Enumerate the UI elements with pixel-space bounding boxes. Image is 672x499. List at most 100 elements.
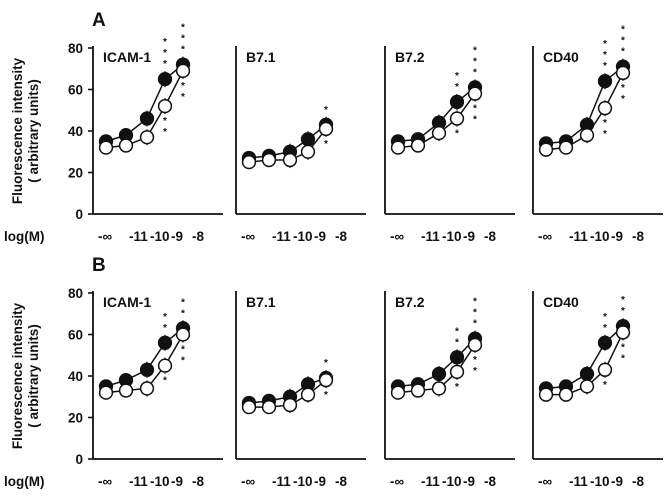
data-point-open: [449, 364, 465, 380]
significance-star: *: [324, 105, 328, 116]
x-tick-label: -8: [632, 474, 644, 489]
data-point-open: [261, 399, 277, 415]
data-point-open: [431, 381, 447, 396]
y-tick-label: 60: [68, 328, 83, 343]
significance-star: *: [181, 92, 185, 103]
significance-star: *: [621, 342, 625, 353]
significance-star: *: [621, 25, 625, 36]
significance-star: *: [181, 297, 185, 308]
x-tick-label: -∞: [390, 229, 404, 244]
subplot-title: CD40: [543, 294, 579, 310]
data-point-open: [241, 154, 257, 170]
data-point-open: [175, 63, 191, 78]
significance-star: *: [163, 127, 167, 138]
significance-star: *: [163, 48, 167, 59]
data-point-open: [538, 387, 554, 402]
significance-star: *: [603, 39, 607, 50]
significance-star: *: [473, 115, 477, 126]
subplot-title: B7.2: [395, 294, 425, 310]
significance-star: *: [163, 116, 167, 127]
data-point-filled: [139, 111, 155, 126]
subplot-title: CD40: [543, 49, 579, 65]
x-tick-label: -9: [611, 474, 623, 489]
data-point-open: [98, 140, 114, 155]
data-point-open: [558, 140, 574, 155]
data-point-open: [139, 130, 155, 145]
subplot-title: B7.1: [246, 49, 276, 65]
significance-star: *: [324, 358, 328, 369]
data-point-filled: [597, 74, 613, 89]
x-tick-label: -10: [293, 474, 313, 489]
significance-star: *: [621, 83, 625, 94]
y-axis-label-line: ( arbitrary units): [26, 79, 41, 183]
y-tick-label: 0: [75, 452, 83, 467]
significance-star: *: [473, 67, 477, 78]
significance-star: *: [324, 390, 328, 401]
y-axis-label-line: Fluorescence intensity: [10, 57, 25, 204]
y-tick-label: 20: [68, 411, 83, 426]
y-axis-label-line: ( arbitrary units): [26, 324, 41, 428]
data-point-open: [157, 98, 173, 114]
y-tick-label: 80: [68, 41, 83, 56]
subplot-title: B7.1: [246, 294, 276, 310]
significance-star: *: [473, 366, 477, 377]
y-tick-label: 0: [75, 207, 83, 222]
y-axis-label: Fluorescence intensity( arbitrary units): [10, 302, 41, 449]
significance-star: *: [473, 308, 477, 319]
x-tick-label: -8: [632, 229, 644, 244]
x-tick-label: -11: [569, 474, 588, 489]
x-axis-label: log(M): [4, 229, 44, 244]
x-tick-label: -8: [484, 474, 496, 489]
panel-label: A: [92, 10, 106, 31]
x-tick-label: -∞: [390, 474, 404, 489]
data-point-open: [318, 373, 334, 388]
data-point-open: [139, 381, 155, 396]
panel-label: B: [92, 255, 106, 276]
x-tick-label: -10: [442, 229, 462, 244]
data-point-open: [597, 101, 613, 116]
data-point-filled: [449, 94, 465, 110]
y-tick-label: 80: [68, 286, 83, 301]
x-tick-label: -11: [569, 229, 588, 244]
x-tick-label: -8: [335, 474, 347, 489]
x-tick-label: -10: [590, 474, 610, 489]
significance-star: *: [181, 45, 185, 56]
significance-star: *: [163, 323, 167, 334]
significance-star: *: [603, 129, 607, 140]
subplot-title: ICAM-1: [103, 294, 151, 310]
significance-star: *: [455, 82, 459, 93]
data-point-open: [261, 152, 277, 168]
data-point-open: [431, 125, 447, 141]
x-tick-label: -11: [272, 474, 291, 489]
significance-star: *: [181, 23, 185, 34]
x-tick-label: -9: [314, 229, 326, 244]
x-tick-label: -10: [150, 229, 170, 244]
data-point-open: [282, 397, 298, 413]
data-point-open: [579, 379, 595, 394]
x-tick-label: -∞: [538, 229, 552, 244]
subplot-title: B7.2: [395, 49, 425, 65]
significance-star: *: [181, 356, 185, 367]
significance-star: *: [473, 355, 477, 366]
data-point-open: [241, 399, 257, 415]
data-point-open: [300, 387, 316, 402]
x-tick-label: -10: [442, 474, 462, 489]
x-tick-label: -8: [192, 474, 204, 489]
data-point-open: [118, 383, 134, 398]
x-tick-label: -11: [129, 474, 148, 489]
data-point-filled: [449, 350, 465, 365]
x-tick-label: -9: [171, 474, 183, 489]
data-point-open: [390, 140, 406, 155]
x-tick-label: -∞: [538, 474, 552, 489]
significance-star: *: [455, 71, 459, 82]
data-point-open: [467, 337, 483, 353]
series-line-filled: [105, 327, 184, 388]
significance-star: *: [621, 306, 625, 317]
significance-star: *: [163, 376, 167, 387]
x-tick-label: -9: [314, 474, 326, 489]
significance-star: *: [621, 353, 625, 364]
x-tick-label: -11: [129, 229, 148, 244]
data-point-open: [558, 387, 574, 402]
x-tick-label: -11: [421, 229, 440, 244]
data-point-filled: [139, 362, 155, 377]
